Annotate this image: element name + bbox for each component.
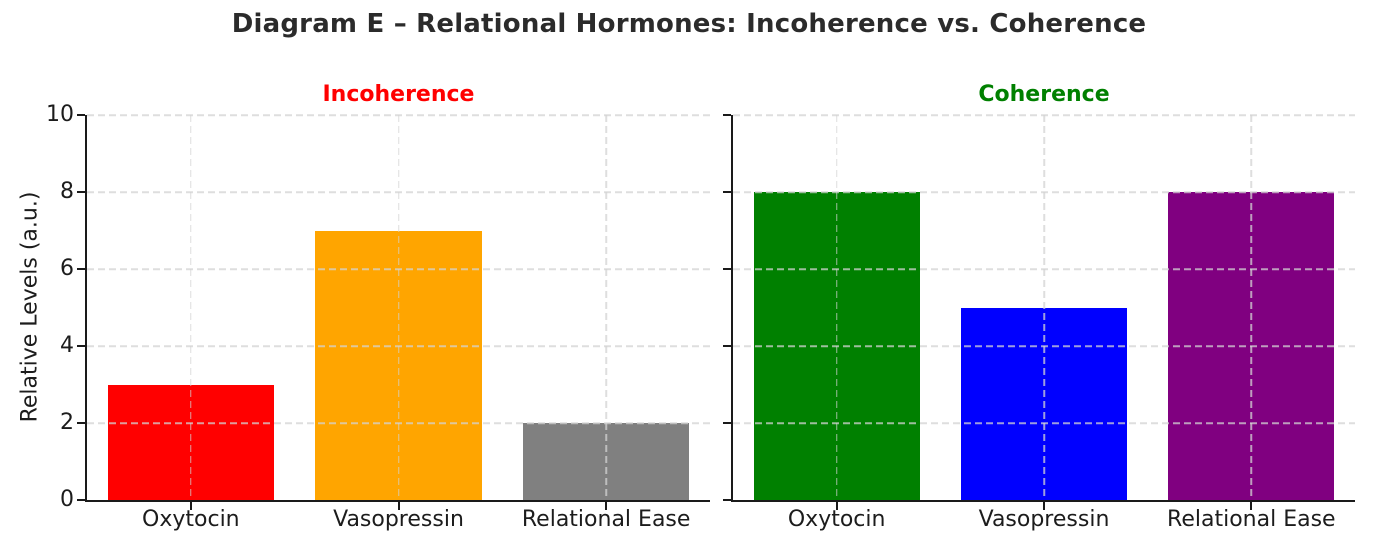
y-tick-label: 10 bbox=[46, 102, 74, 127]
grid-line-horizontal bbox=[87, 268, 710, 270]
grid-line-vertical bbox=[1043, 115, 1045, 500]
grid-line-horizontal bbox=[733, 191, 1355, 193]
grid-line-vertical bbox=[190, 115, 192, 500]
x-tick-label: Oxytocin bbox=[787, 507, 886, 532]
grid-line-horizontal bbox=[87, 191, 710, 193]
x-tick-mark bbox=[1250, 502, 1253, 510]
y-axis-label: Relative Levels (a.u.) bbox=[17, 191, 43, 423]
y-tick-label: 6 bbox=[60, 256, 74, 281]
y-tick-mark bbox=[723, 345, 731, 347]
y-tick-mark bbox=[77, 268, 85, 270]
grid-line-vertical bbox=[835, 115, 838, 500]
x-tick-mark bbox=[397, 502, 400, 510]
grid-line-horizontal bbox=[733, 114, 1355, 116]
x-tick-mark bbox=[189, 502, 192, 510]
x-tick-mark bbox=[605, 502, 608, 510]
grid-line-horizontal bbox=[733, 268, 1355, 270]
y-tick-mark bbox=[723, 191, 731, 193]
figure-title: Diagram E – Relational Hormones: Incoher… bbox=[231, 9, 1147, 39]
x-tick-label: Relational Ease bbox=[1167, 507, 1336, 532]
subplot-incoherence: Incoherence 0 2 4 6 8 10 Oxytocin Vasopressin Re… bbox=[46, 84, 710, 531]
x-tick-label: Oxytocin bbox=[142, 507, 240, 532]
y-tick-mark bbox=[77, 345, 85, 347]
y-tick-mark bbox=[77, 499, 85, 501]
x-tick-mark bbox=[835, 502, 838, 510]
subplot-coherence: Coherence Oxytocin Vasopressin Relational … bbox=[723, 84, 1355, 531]
plot-area bbox=[733, 114, 1355, 500]
grid-line-horizontal bbox=[733, 345, 1355, 347]
x-tick-label: Relational Ease bbox=[521, 507, 691, 532]
y-axis-spine bbox=[85, 115, 87, 502]
grid-line-horizontal bbox=[87, 345, 710, 347]
y-tick-mark bbox=[723, 499, 731, 501]
x-tick-mark bbox=[1043, 502, 1045, 510]
grid-line-vertical bbox=[1250, 115, 1253, 500]
y-tick-label: 8 bbox=[60, 179, 74, 204]
x-axis-spine bbox=[85, 500, 710, 502]
y-axis-spine bbox=[731, 115, 733, 502]
x-tick-label: Vasopressin bbox=[978, 507, 1110, 532]
grid-line-vertical bbox=[605, 115, 607, 500]
grid-line-vertical bbox=[397, 115, 400, 500]
subplot-title-incoherence: Incoherence bbox=[322, 82, 475, 107]
subplot-title-coherence: Coherence bbox=[978, 82, 1110, 107]
y-tick-mark bbox=[723, 422, 731, 424]
y-tick-label: 0 bbox=[60, 487, 74, 512]
y-tick-label: 4 bbox=[60, 333, 74, 358]
x-tick-label: Vasopressin bbox=[333, 507, 464, 532]
y-tick-mark bbox=[77, 191, 85, 193]
x-axis-spine bbox=[731, 500, 1355, 502]
grid-line-horizontal bbox=[87, 114, 710, 116]
grid-line-horizontal bbox=[87, 422, 710, 424]
y-tick-mark bbox=[723, 114, 731, 116]
grid-line-horizontal bbox=[733, 422, 1355, 424]
y-tick-label: 2 bbox=[60, 410, 74, 435]
y-tick-mark bbox=[77, 422, 85, 424]
y-tick-mark bbox=[723, 268, 731, 270]
y-tick-mark bbox=[77, 114, 85, 116]
plot-area bbox=[87, 114, 710, 500]
